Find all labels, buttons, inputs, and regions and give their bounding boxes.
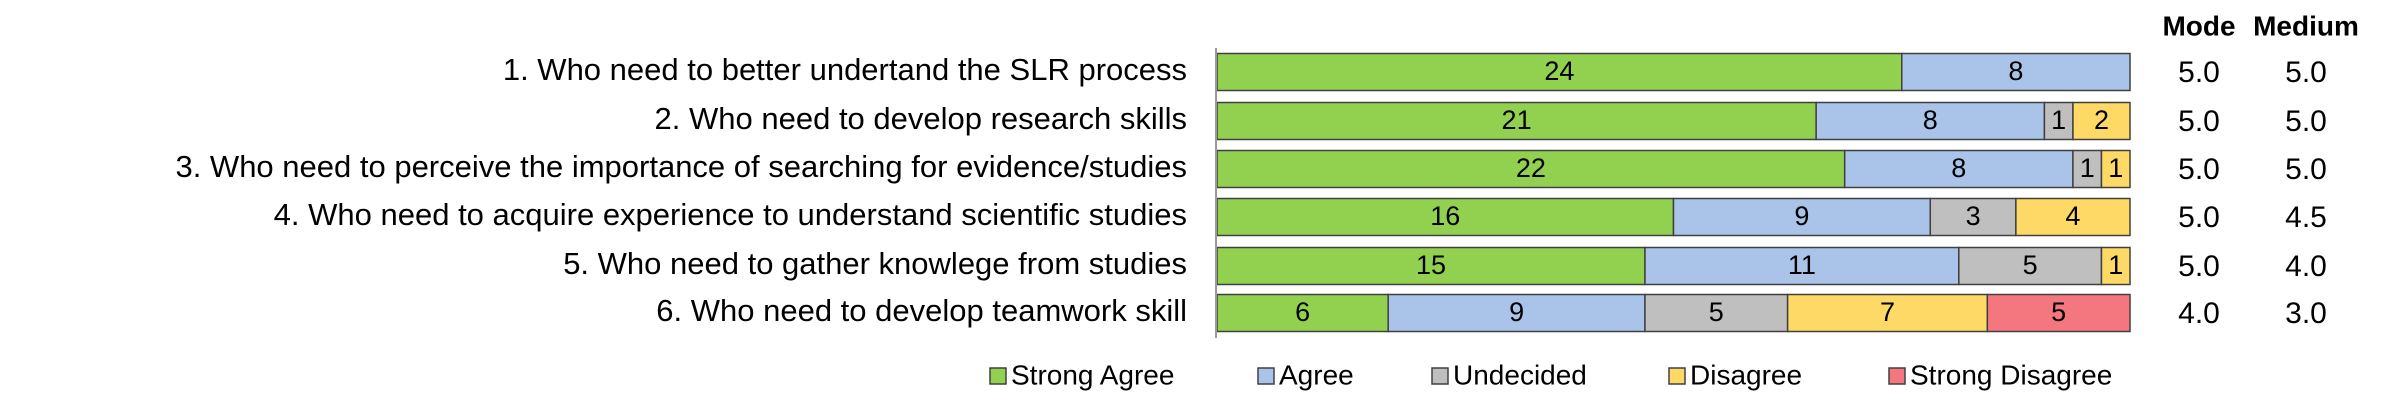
bar-segment bbox=[1216, 149, 1846, 189]
column-value: 5.0 bbox=[2178, 153, 2220, 186]
category-label: 3. Who need to perceive the importance o… bbox=[175, 149, 1187, 184]
column-value: 4.5 bbox=[2285, 201, 2327, 234]
bar-segment bbox=[2072, 149, 2103, 189]
data-label: 24 bbox=[1544, 56, 1574, 86]
bar-segment bbox=[1843, 149, 2074, 189]
category-label: 1. Who need to better undertand the SLR … bbox=[503, 52, 1187, 87]
column-value: 3.0 bbox=[2285, 297, 2327, 330]
bar-segment bbox=[1986, 293, 2131, 333]
legend-label: Strong Agree bbox=[1011, 359, 1174, 390]
legend-swatch bbox=[1431, 367, 1449, 385]
bar-segment bbox=[2100, 246, 2131, 286]
bar-segment bbox=[1958, 246, 2103, 286]
bar-segment bbox=[1929, 197, 2017, 237]
data-label: 7 bbox=[1880, 297, 1895, 327]
data-label: 1 bbox=[2108, 250, 2123, 280]
column-value: 5.0 bbox=[2178, 56, 2220, 89]
bar-segment bbox=[1216, 101, 1817, 141]
category-label: 2. Who need to develop research skills bbox=[655, 101, 1187, 136]
bar-segment bbox=[1786, 293, 1989, 333]
column-value: 5.0 bbox=[2285, 105, 2327, 138]
data-label: 6 bbox=[1295, 297, 1310, 327]
bar-segment bbox=[2072, 101, 2131, 141]
legend-label: Disagree bbox=[1690, 359, 1802, 390]
data-label: 5 bbox=[2023, 250, 2038, 280]
column-header: Medium bbox=[2253, 10, 2359, 41]
column-value: 5.0 bbox=[2178, 250, 2220, 283]
bar-segment bbox=[1216, 52, 1903, 92]
data-label: 8 bbox=[1923, 105, 1938, 135]
legend-swatch bbox=[989, 367, 1007, 385]
legend-label: Undecided bbox=[1453, 359, 1587, 390]
data-label: 1 bbox=[2080, 153, 2095, 183]
legend-swatch bbox=[1888, 367, 1906, 385]
column-value: 5.0 bbox=[2285, 56, 2327, 89]
data-label: 3 bbox=[1966, 201, 1981, 231]
bar-segment bbox=[2015, 197, 2131, 237]
data-label: 5 bbox=[2051, 297, 2066, 327]
data-label: 2 bbox=[2094, 105, 2109, 135]
data-label: 1 bbox=[2051, 105, 2066, 135]
data-label: 4 bbox=[2065, 201, 2080, 231]
data-label: 21 bbox=[1502, 105, 1532, 135]
data-label: 8 bbox=[1951, 153, 1966, 183]
column-value: 4.0 bbox=[2285, 250, 2327, 283]
category-label: 6. Who need to develop teamwork skill bbox=[656, 293, 1187, 328]
bar-segment bbox=[2043, 101, 2074, 141]
data-label: 1 bbox=[2108, 153, 2123, 183]
data-label: 11 bbox=[1788, 250, 1816, 280]
bar-segment bbox=[1644, 246, 1960, 286]
column-value: 5.0 bbox=[2285, 153, 2327, 186]
data-label: 9 bbox=[1509, 297, 1524, 327]
legend-swatch bbox=[1257, 367, 1275, 385]
bar-segment bbox=[2100, 149, 2131, 189]
data-label: 22 bbox=[1516, 153, 1546, 183]
data-label: 16 bbox=[1430, 201, 1460, 231]
data-label: 5 bbox=[1709, 297, 1724, 327]
category-label: 4. Who need to acquire experience to und… bbox=[274, 197, 1187, 232]
bar-segment bbox=[1387, 293, 1646, 333]
data-label: 15 bbox=[1416, 250, 1446, 280]
column-value: 5.0 bbox=[2178, 105, 2220, 138]
legend-label: Agree bbox=[1279, 359, 1354, 390]
bar-segment bbox=[1216, 293, 1389, 333]
bar-segment bbox=[1901, 52, 2131, 92]
column-header: Mode bbox=[2162, 10, 2235, 41]
column-value: 4.0 bbox=[2178, 297, 2220, 330]
legend-swatch bbox=[1668, 367, 1686, 385]
data-label: 8 bbox=[2008, 56, 2023, 86]
bar-segment bbox=[1672, 197, 1932, 237]
category-label: 5. Who need to gather knowlege from stud… bbox=[563, 246, 1187, 281]
bar-segment bbox=[1644, 293, 1789, 333]
data-label: 9 bbox=[1794, 201, 1809, 231]
legend-label: Strong Disagree bbox=[1910, 359, 2112, 390]
column-value: 5.0 bbox=[2178, 201, 2220, 234]
